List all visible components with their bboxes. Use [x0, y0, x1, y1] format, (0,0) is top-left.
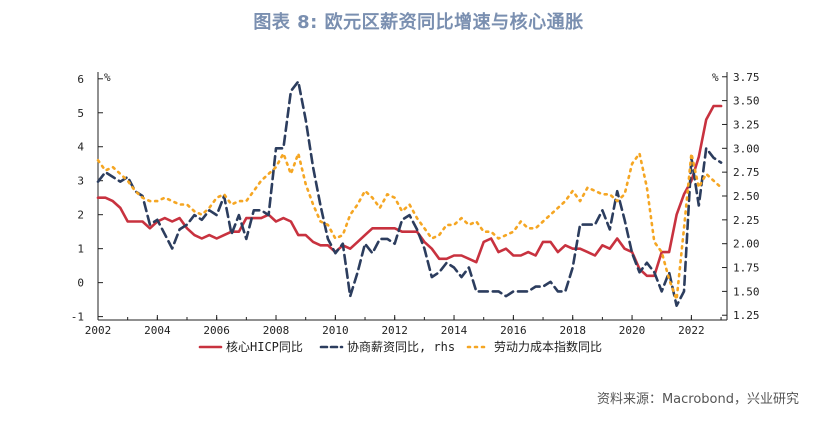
left-tick-label: 2 — [77, 209, 84, 222]
right-tick-label: 3.75 — [733, 71, 760, 84]
right-tick-label: 1.50 — [733, 285, 760, 298]
left-tick-label: 4 — [77, 141, 84, 154]
left-tick-label: 1 — [77, 243, 84, 256]
left-tick-label: 3 — [77, 175, 84, 188]
x-tick-label: 2016 — [500, 324, 527, 337]
left-tick-label: 6 — [77, 73, 84, 86]
legend-label-2: 协商薪资同比, rhs — [347, 339, 455, 354]
axes: % % 6 5 4 3 2 1 0 -1 3.75 3.50 3.25 3.00 2.75 2.50 2.25 2… — [71, 71, 760, 337]
right-tick-label: 3.50 — [733, 95, 760, 108]
left-tick-label: 0 — [77, 277, 84, 290]
left-tick-label: 5 — [77, 107, 84, 120]
x-tick-label: 2012 — [381, 324, 408, 337]
right-tick-label: 1.25 — [733, 309, 760, 322]
series-lines — [96, 80, 723, 308]
source-note: 资料来源：Macrobond，兴业研究 — [596, 392, 799, 407]
right-tick-label: 3.25 — [733, 118, 760, 131]
x-tick-label: 2020 — [619, 324, 646, 337]
x-tick-label: 2018 — [559, 324, 586, 337]
right-axis-unit: % — [712, 71, 719, 84]
right-tick-label: 2.75 — [733, 166, 760, 179]
legend-label-1: 核心HICP同比 — [226, 340, 303, 354]
left-tick-label: -1 — [71, 311, 84, 324]
right-tick-label: 2.50 — [733, 190, 760, 203]
x-tick-label: 2004 — [144, 324, 171, 337]
legend: 核心HICP同比 协商薪资同比, rhs 劳动力成本指数同比 — [198, 339, 602, 354]
right-tick-label: 2.25 — [733, 214, 760, 227]
x-tick-label: 2014 — [441, 324, 468, 337]
series-line-1 — [96, 104, 723, 278]
series-line-2 — [96, 80, 723, 308]
x-tick-label: 2002 — [85, 324, 112, 337]
right-tick-label: 2.00 — [733, 238, 760, 251]
right-tick-label: 3.00 — [733, 142, 760, 155]
x-tick-label: 2022 — [678, 324, 705, 337]
right-tick-label: 1.75 — [733, 262, 760, 275]
left-axis-unit: % — [104, 71, 111, 84]
chart-title: 图表 8: 欧元区薪资同比增速与核心通胀 — [253, 12, 584, 33]
series-line-3 — [96, 152, 723, 301]
x-tick-label: 2008 — [263, 324, 290, 337]
x-tick-label: 2006 — [203, 324, 230, 337]
x-tick-label: 2010 — [322, 324, 349, 337]
legend-label-3: 劳动力成本指数同比 — [494, 339, 602, 354]
